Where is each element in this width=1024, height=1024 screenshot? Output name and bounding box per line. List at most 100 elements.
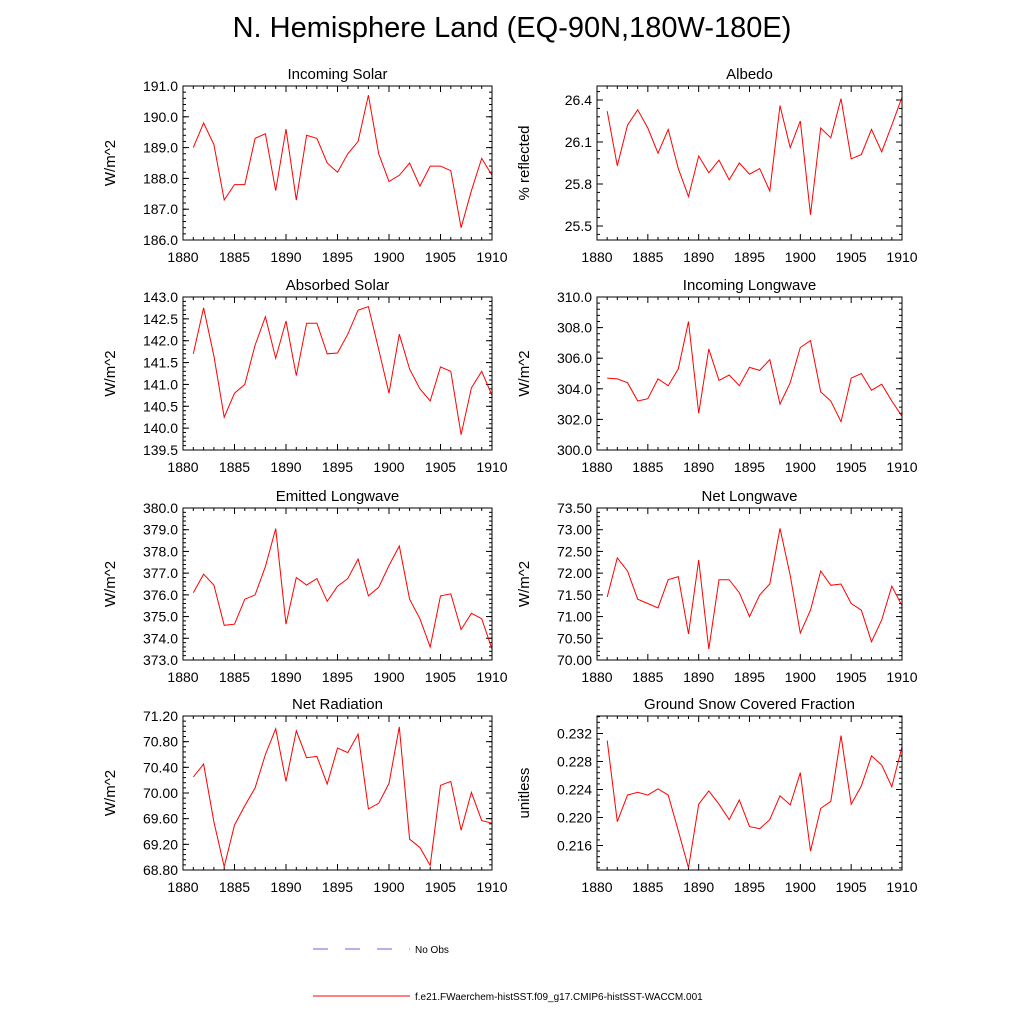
y-tick-label: 70.40	[143, 759, 178, 775]
y-tick-label: 141.5	[143, 355, 178, 371]
y-tick-label: 69.60	[143, 811, 178, 827]
x-tick-label: 1900	[785, 879, 816, 895]
plot-frame	[182, 507, 493, 661]
x-tick-label: 1880	[581, 459, 612, 475]
y-tick-label: 0.228	[557, 754, 592, 770]
x-tick-label: 1905	[836, 879, 867, 895]
x-tick-label: 1890	[270, 459, 301, 475]
x-tick-label: 1900	[373, 249, 404, 265]
x-tick-label: 1900	[373, 669, 404, 685]
x-tick-label: 1885	[219, 249, 250, 265]
plot-frame	[182, 715, 493, 871]
y-tick-label: 379.0	[143, 522, 178, 538]
y-axis-label: W/m^2	[516, 350, 533, 396]
y-tick-label: 300.0	[557, 442, 592, 458]
panel-title: Net Radiation	[292, 696, 383, 713]
panel-title: Incoming Solar	[287, 66, 387, 83]
x-tick-label: 1885	[632, 669, 663, 685]
panel-7: Net Radiation 1880 1885 1890 1895 1900 1905 191…	[102, 696, 508, 895]
plot-frame	[596, 715, 903, 871]
y-tick-label: 26.4	[565, 92, 592, 108]
x-tick-label: 1910	[476, 879, 507, 895]
x-tick-label: 1880	[167, 879, 198, 895]
x-tick-label: 1895	[322, 669, 353, 685]
y-tick-label: 70.80	[143, 734, 178, 750]
x-tick-label: 1880	[581, 879, 612, 895]
y-tick-label: 375.0	[143, 609, 178, 625]
panel-1: Incoming Solar 1880 1885 1890 1895 1900 1905 19…	[102, 66, 508, 265]
y-tick-label: 71.50	[557, 587, 592, 603]
y-tick-label: 0.216	[557, 838, 592, 854]
series-line	[192, 95, 493, 228]
x-tick-label: 1910	[476, 669, 507, 685]
y-tick-label: 68.80	[143, 862, 178, 878]
x-tick-label: 1880	[581, 669, 612, 685]
x-tick-label: 1900	[785, 459, 816, 475]
panel-title: Albedo	[726, 66, 773, 83]
y-tick-label: 302.0	[557, 411, 592, 427]
y-tick-label: 72.50	[557, 543, 592, 559]
y-tick-label: 73.50	[557, 500, 592, 516]
x-tick-label: 1905	[836, 459, 867, 475]
x-tick-label: 1890	[683, 459, 714, 475]
panel-3: Absorbed Solar 1880 1885 1890 1895 1900 1905 19…	[102, 277, 508, 475]
y-tick-label: 139.5	[143, 442, 178, 458]
y-tick-label: 70.00	[557, 652, 592, 668]
x-tick-label: 1885	[632, 459, 663, 475]
x-tick-label: 1885	[219, 879, 250, 895]
legend: No Obs f.e21.FWaerchem-histSST.f09_g17.CM…	[313, 945, 703, 1003]
y-tick-label: 0.232	[557, 726, 592, 742]
panel-title: Ground Snow Covered Fraction	[644, 696, 855, 713]
y-tick-label: 380.0	[143, 500, 178, 516]
y-tick-label: 373.0	[143, 652, 178, 668]
y-tick-label: 140.0	[143, 420, 178, 436]
y-axis-label: W/m^2	[516, 561, 533, 607]
x-tick-label: 1910	[886, 879, 917, 895]
x-tick-label: 1890	[270, 669, 301, 685]
y-axis-label: W/m^2	[102, 140, 119, 186]
x-tick-label: 1900	[373, 459, 404, 475]
y-tick-label: 376.0	[143, 587, 178, 603]
y-tick-label: 142.0	[143, 333, 178, 349]
x-tick-label: 1895	[322, 249, 353, 265]
x-tick-label: 1885	[632, 249, 663, 265]
series-line	[192, 528, 493, 650]
y-tick-label: 69.20	[143, 836, 178, 852]
y-tick-label: 70.00	[143, 785, 178, 801]
y-tick-label: 70.50	[557, 630, 592, 646]
y-tick-label: 190.0	[143, 109, 178, 125]
plot-frame	[596, 85, 903, 241]
panel-4: Incoming Longwave 1880 1885 1890 1895 1900 190…	[516, 277, 918, 475]
y-tick-label: 306.0	[557, 350, 592, 366]
series-line	[606, 528, 903, 650]
y-tick-label: 377.0	[143, 565, 178, 581]
x-tick-label: 1890	[683, 249, 714, 265]
x-tick-label: 1910	[476, 249, 507, 265]
x-tick-label: 1895	[734, 459, 765, 475]
y-tick-label: 143.0	[143, 289, 178, 305]
y-tick-label: 25.8	[565, 176, 592, 192]
y-tick-label: 186.0	[143, 232, 178, 248]
x-tick-label: 1880	[167, 249, 198, 265]
x-tick-label: 1905	[836, 669, 867, 685]
y-tick-label: 140.5	[143, 398, 178, 414]
x-tick-label: 1895	[734, 669, 765, 685]
y-tick-label: 187.0	[143, 201, 178, 217]
y-tick-label: 73.00	[557, 522, 592, 538]
y-tick-label: 142.5	[143, 311, 178, 327]
x-tick-label: 1880	[581, 249, 612, 265]
x-tick-label: 1895	[322, 459, 353, 475]
x-tick-label: 1905	[425, 249, 456, 265]
x-tick-label: 1905	[836, 249, 867, 265]
plot-frame	[182, 85, 493, 241]
x-tick-label: 1900	[373, 879, 404, 895]
series-line	[606, 735, 903, 869]
panel-title: Net Longwave	[702, 488, 798, 505]
panel-title: Absorbed Solar	[286, 277, 389, 294]
plot-frame	[596, 507, 903, 661]
legend-label-no-obs: No Obs	[415, 945, 449, 956]
x-tick-label: 1890	[683, 669, 714, 685]
plot-frame	[182, 296, 493, 451]
y-axis-label: % reflected	[516, 125, 533, 200]
